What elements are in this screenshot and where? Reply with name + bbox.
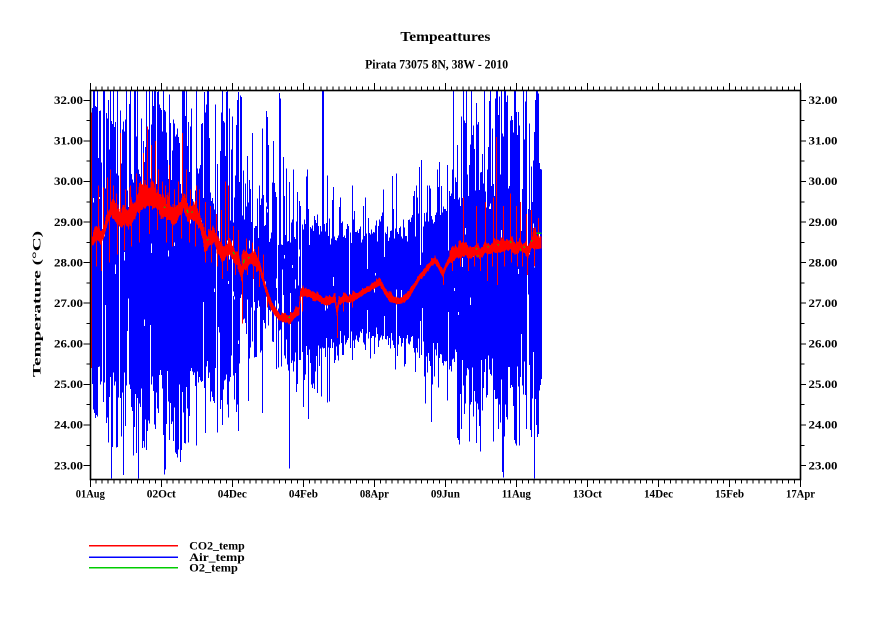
svg-text:17Apr: 17Apr xyxy=(786,488,815,500)
svg-text:Pirata 73075 8N, 38W - 2010: Pirata 73075 8N, 38W - 2010 xyxy=(365,56,508,71)
svg-text:30.00: 30.00 xyxy=(809,176,838,188)
svg-text:24.00: 24.00 xyxy=(809,420,838,432)
svg-text:26.00: 26.00 xyxy=(54,339,83,351)
svg-text:24.00: 24.00 xyxy=(54,420,83,432)
svg-text:01Aug: 01Aug xyxy=(76,488,105,500)
svg-text:32.00: 32.00 xyxy=(54,95,83,107)
svg-text:23.00: 23.00 xyxy=(54,460,83,472)
svg-text:23.00: 23.00 xyxy=(809,460,838,472)
svg-text:30.00: 30.00 xyxy=(54,176,83,188)
svg-text:O2_temp: O2_temp xyxy=(189,561,238,575)
svg-text:Air_temp: Air_temp xyxy=(189,550,245,564)
svg-text:28.00: 28.00 xyxy=(809,257,838,269)
svg-text:Tempeattures: Tempeattures xyxy=(400,30,491,45)
svg-text:CO2_temp: CO2_temp xyxy=(189,539,245,553)
svg-text:02Oct: 02Oct xyxy=(147,488,176,500)
svg-text:31.00: 31.00 xyxy=(809,136,838,148)
svg-text:25.00: 25.00 xyxy=(54,379,83,391)
svg-text:31.00: 31.00 xyxy=(54,136,83,148)
svg-text:13Oct: 13Oct xyxy=(573,488,602,500)
svg-text:27.00: 27.00 xyxy=(809,298,838,310)
svg-text:29.00: 29.00 xyxy=(809,217,838,229)
svg-text:25.00: 25.00 xyxy=(809,379,838,391)
svg-text:11Aug: 11Aug xyxy=(502,488,531,500)
svg-text:08Apr: 08Apr xyxy=(360,488,389,500)
svg-text:15Feb: 15Feb xyxy=(715,488,744,500)
svg-text:26.00: 26.00 xyxy=(809,339,838,351)
svg-text:27.00: 27.00 xyxy=(54,298,83,310)
svg-text:09Jun: 09Jun xyxy=(431,488,461,500)
svg-text:04Feb: 04Feb xyxy=(289,488,318,500)
svg-text:29.00: 29.00 xyxy=(54,217,83,229)
svg-text:28.00: 28.00 xyxy=(54,257,83,269)
svg-text:04Dec: 04Dec xyxy=(218,488,247,500)
svg-text:32.00: 32.00 xyxy=(809,95,838,107)
svg-text:14Dec: 14Dec xyxy=(644,488,673,500)
svg-text:Temperature (°C): Temperature (°C) xyxy=(32,231,44,377)
